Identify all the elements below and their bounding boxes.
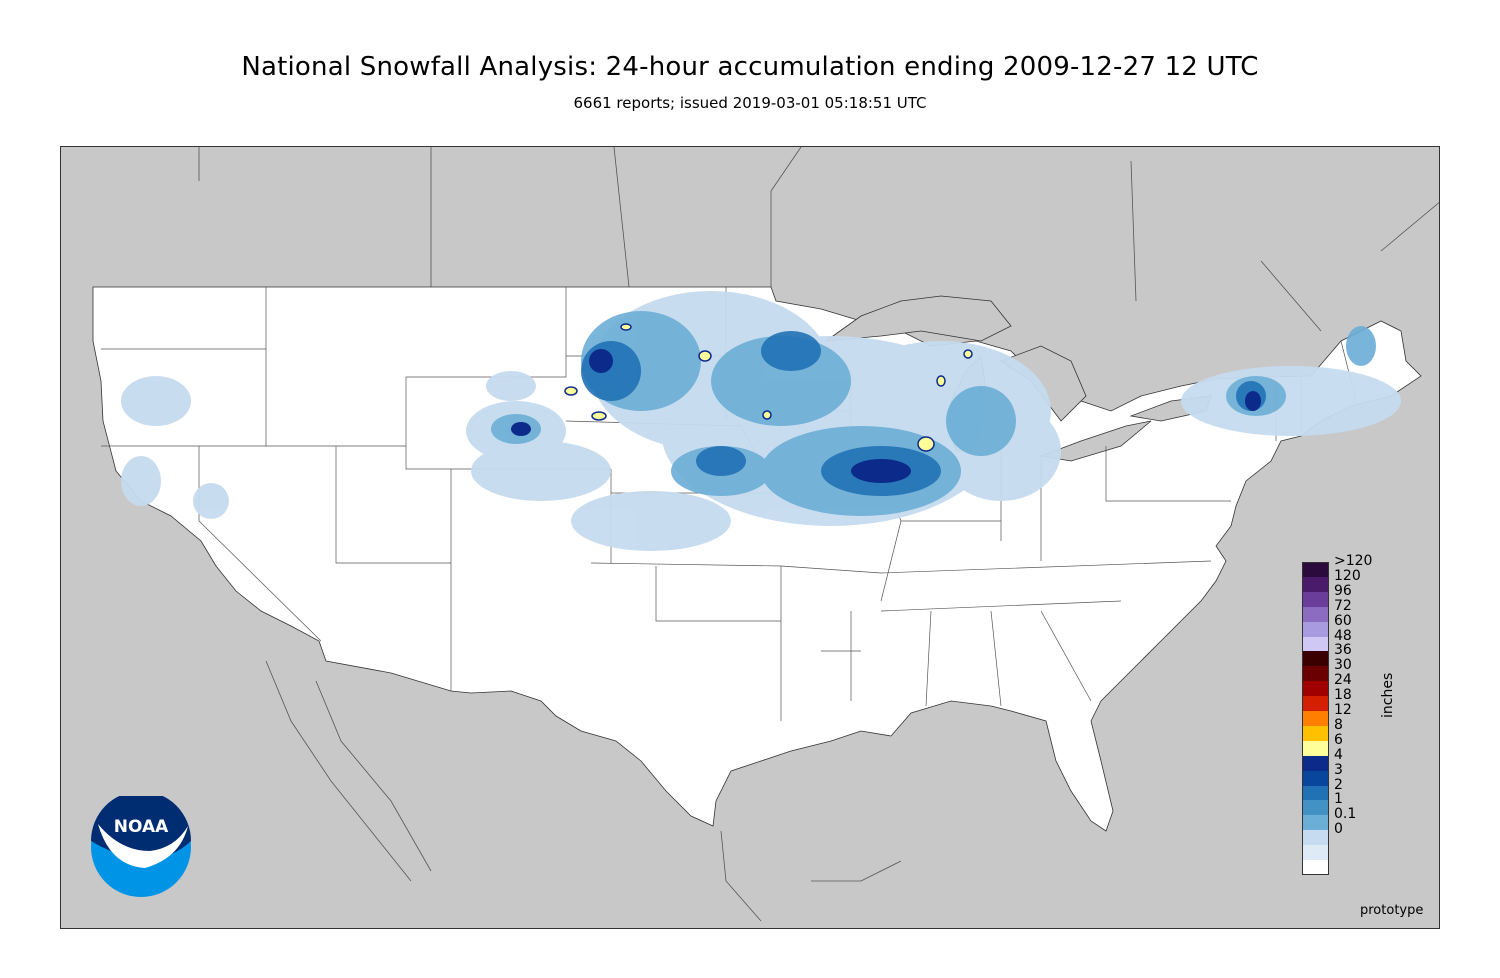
legend-entry: 2: [1302, 777, 1422, 801]
legend-label: >120: [1334, 553, 1373, 569]
legend-label: 96: [1334, 582, 1352, 599]
legend-swatch: [1302, 711, 1329, 726]
noaa-logo-text: NOAA: [114, 817, 169, 837]
legend-units-label: inches: [1380, 672, 1396, 718]
legend-swatch: [1302, 785, 1329, 801]
legend-swatch: [1302, 651, 1329, 667]
legend-entry: 60: [1302, 613, 1422, 637]
us-landmass: [92, 286, 1422, 832]
legend-swatch: [1302, 770, 1329, 786]
legend-swatch: [1302, 830, 1329, 846]
snowfall-extreme-spots: [564, 323, 973, 452]
legend-label: 18: [1334, 687, 1352, 704]
legend-entry: 3: [1302, 762, 1422, 786]
neighbor-borders: [198, 147, 1439, 332]
legend-entry: 0.1: [1302, 806, 1422, 831]
map-subtitle: 6661 reports; issued 2019-03-01 05:18:51…: [573, 94, 927, 112]
legend-swatch: [1302, 606, 1329, 622]
legend-entry: 24: [1302, 672, 1422, 697]
legend-entry: 8: [1302, 717, 1422, 741]
legend-entry: 4: [1302, 747, 1422, 771]
legend-entry: 0: [1302, 821, 1422, 846]
legend-label: 30: [1334, 657, 1352, 674]
legend-entry: 12: [1302, 702, 1422, 726]
legend-label: 12: [1334, 702, 1352, 719]
legend-swatch: [1302, 740, 1329, 756]
legend-swatch: [1302, 621, 1329, 637]
legend-entry: [1302, 860, 1422, 875]
mexico-coast: [265, 660, 902, 922]
legend-entry: 72: [1302, 598, 1422, 622]
legend-label: 3: [1334, 761, 1343, 778]
legend-swatch: [1302, 636, 1329, 652]
legend-entry: 30: [1302, 657, 1422, 682]
legend-label: 24: [1334, 672, 1352, 689]
legend-swatch: [1302, 681, 1329, 697]
legend-swatch: [1302, 755, 1329, 771]
map-title: National Snowfall Analysis: 24-hour accu…: [241, 52, 1259, 82]
legend-swatch: [1302, 562, 1329, 577]
map-frame: [60, 146, 1440, 929]
legend-label: 36: [1334, 642, 1352, 659]
legend-entry: 1: [1302, 791, 1422, 816]
legend-entry: 48: [1302, 628, 1422, 652]
legend-entry: 6: [1302, 732, 1422, 756]
legend-label: 4: [1334, 746, 1343, 763]
prototype-watermark: prototype: [1360, 903, 1424, 918]
legend-label: 72: [1334, 597, 1352, 614]
legend-swatch: [1302, 666, 1329, 682]
snowfall-map: [92, 147, 1439, 922]
legend-swatch: [1302, 591, 1329, 607]
legend-swatch: [1302, 576, 1329, 592]
legend-label: 8: [1334, 716, 1343, 733]
legend-swatch: [1302, 845, 1329, 861]
noaa-logo: NOAA: [91, 796, 191, 897]
legend-label: 0: [1334, 821, 1343, 838]
legend-entry: 120: [1302, 568, 1422, 592]
legend-entry: >120: [1302, 553, 1422, 577]
legend-swatch: [1302, 696, 1329, 712]
legend-swatch: [1302, 800, 1329, 816]
legend-swatch: [1302, 725, 1329, 741]
snowfall-very-heavy: [511, 349, 1261, 483]
legend-swatch: [1302, 815, 1329, 831]
legend-label: 2: [1334, 776, 1343, 793]
legend-label: 6: [1334, 731, 1343, 748]
legend-entry: 18: [1302, 687, 1422, 712]
legend-label: 48: [1334, 627, 1352, 644]
legend-swatch: [1302, 860, 1329, 875]
legend-label: 120: [1334, 567, 1361, 584]
legend-entry: [1302, 845, 1422, 861]
legend-label: 1: [1334, 791, 1343, 808]
legend-label: 60: [1334, 612, 1352, 629]
legend-label: 0.1: [1334, 806, 1357, 823]
legend-entry: 36: [1302, 642, 1422, 667]
legend-entry: 96: [1302, 583, 1422, 607]
